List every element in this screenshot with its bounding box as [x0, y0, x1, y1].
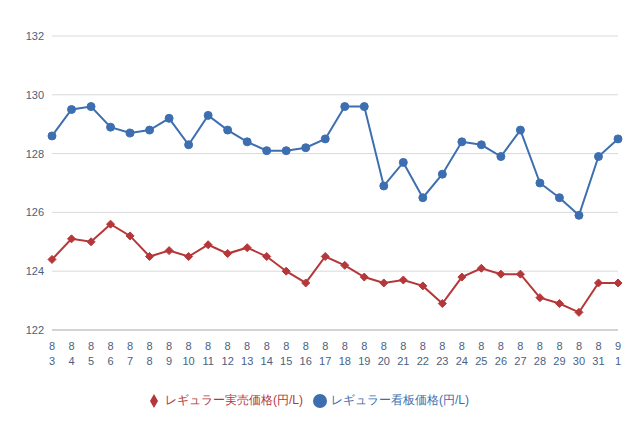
svg-text:824: 824 [456, 340, 468, 367]
svg-text:821: 821 [397, 340, 409, 367]
svg-text:85: 85 [88, 340, 94, 367]
svg-text:827: 827 [514, 340, 526, 367]
svg-text:87: 87 [127, 340, 133, 367]
svg-text:825: 825 [475, 340, 487, 367]
html-text:レギュラー看板価格(円/L): レギュラー看板価格(円/L) [331, 393, 469, 407]
svg-text:822: 822 [417, 340, 429, 367]
svg-text:823: 823 [436, 340, 448, 367]
svg-text:130: 130 [26, 89, 44, 101]
svg-text:84: 84 [68, 340, 74, 367]
svg-text:810: 810 [182, 340, 194, 367]
svg-text:831: 831 [592, 340, 604, 367]
html-text:レギュラー実売価格(円/L): レギュラー実売価格(円/L) [165, 393, 303, 407]
svg-text:88: 88 [147, 340, 153, 367]
svg-text:126: 126 [26, 206, 44, 218]
svg-text:813: 813 [241, 340, 253, 367]
svg-text:818: 818 [339, 340, 351, 367]
svg-text:86: 86 [107, 340, 113, 367]
svg-text:829: 829 [553, 340, 565, 367]
svg-text:826: 826 [495, 340, 507, 367]
svg-text:83: 83 [49, 340, 55, 367]
svg-text:820: 820 [378, 340, 390, 367]
svg-text:91: 91 [615, 340, 621, 367]
svg-text:132: 132 [26, 30, 44, 42]
svg-text:812: 812 [222, 340, 234, 367]
svg-text:89: 89 [166, 340, 172, 367]
svg-text:816: 816 [300, 340, 312, 367]
svg-text:811: 811 [202, 340, 213, 367]
svg-text:815: 815 [280, 340, 292, 367]
svg-text:814: 814 [261, 340, 273, 367]
svg-text:128: 128 [26, 148, 44, 160]
svg-text:828: 828 [534, 340, 546, 367]
svg-text:819: 819 [358, 340, 370, 367]
svg-text:817: 817 [319, 340, 331, 367]
svg-text:124: 124 [26, 265, 44, 277]
svg-text:830: 830 [573, 340, 585, 367]
svg-text:122: 122 [26, 324, 44, 336]
